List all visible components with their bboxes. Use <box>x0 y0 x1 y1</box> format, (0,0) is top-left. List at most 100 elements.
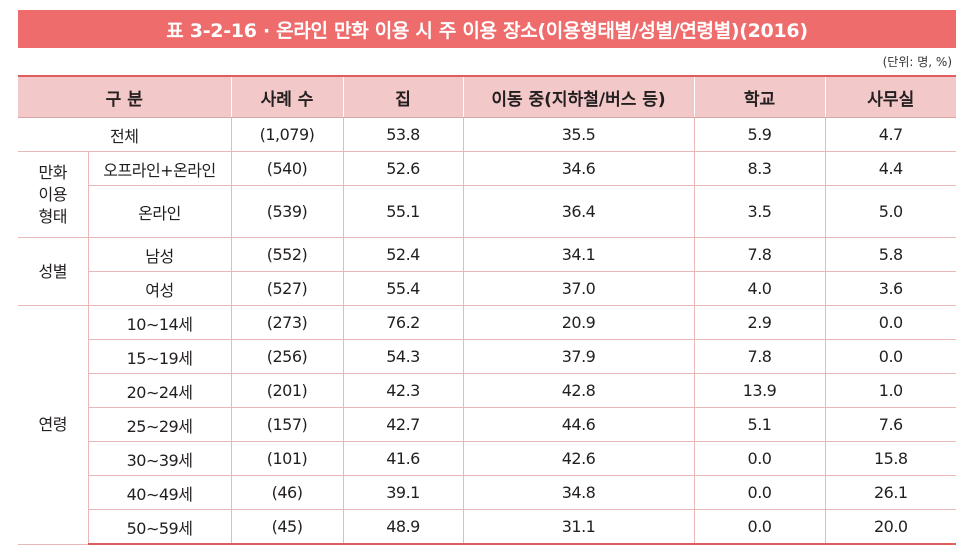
cell-home: 48.9 <box>342 509 464 545</box>
header-office: 사무실 <box>824 75 957 118</box>
cell-cases: (552) <box>230 237 344 272</box>
cell-school: 0.0 <box>693 441 826 476</box>
table-row: 15∼19세 (256) 54.3 37.9 7.8 0.0 <box>18 339 957 374</box>
group-label-type-line: 형태 <box>38 206 68 226</box>
cell-transit: 31.1 <box>462 509 695 545</box>
row-label: 온라인 <box>87 185 232 238</box>
cell-home: 52.6 <box>342 151 464 186</box>
cell-transit: 35.5 <box>462 117 695 152</box>
group-label-age: 연령 <box>18 305 88 545</box>
cell-cases: (539) <box>230 185 344 238</box>
row-label: 10∼14세 <box>87 305 232 340</box>
cell-transit: 42.6 <box>462 441 695 476</box>
cell-school: 0.0 <box>693 475 826 510</box>
cell-transit: 44.6 <box>462 407 695 442</box>
cell-school: 0.0 <box>693 509 826 545</box>
cell-transit: 42.8 <box>462 373 695 408</box>
row-label: 전체 <box>18 117 232 152</box>
row-label: 15∼19세 <box>87 339 232 374</box>
cell-office: 5.0 <box>824 185 957 238</box>
cell-cases: (273) <box>230 305 344 340</box>
cell-office: 15.8 <box>824 441 957 476</box>
table-title: 표 3-2-16 · 온라인 만화 이용 시 주 이용 장소(이용형태별/성별/… <box>18 10 956 48</box>
cell-school: 7.8 <box>693 339 826 374</box>
cell-school: 5.1 <box>693 407 826 442</box>
header-school: 학교 <box>693 75 826 118</box>
table-row: 온라인 (539) 55.1 36.4 3.5 5.0 <box>18 185 957 238</box>
cell-home: 42.3 <box>342 373 464 408</box>
cell-cases: (46) <box>230 475 344 510</box>
cell-office: 20.0 <box>824 509 957 545</box>
cell-school: 5.9 <box>693 117 826 152</box>
table-row: 연령 10∼14세 (273) 76.2 20.9 2.9 0.0 <box>18 305 957 545</box>
row-label: 25∼29세 <box>87 407 232 442</box>
cell-transit: 37.9 <box>462 339 695 374</box>
header-cases: 사례 수 <box>230 75 344 118</box>
row-label: 여성 <box>87 271 232 306</box>
table-row: 30∼39세 (101) 41.6 42.6 0.0 15.8 <box>18 441 957 476</box>
header-transit: 이동 중(지하철/버스 등) <box>462 75 695 118</box>
cell-office: 4.7 <box>824 117 957 152</box>
cell-cases: (1,079) <box>230 117 344 152</box>
cell-home: 39.1 <box>342 475 464 510</box>
cell-office: 1.0 <box>824 373 957 408</box>
row-label: 20∼24세 <box>87 373 232 408</box>
header-home: 집 <box>342 75 464 118</box>
cell-cases: (540) <box>230 151 344 186</box>
unit-note: (단위: 명, %) <box>882 55 952 69</box>
cell-transit: 34.6 <box>462 151 695 186</box>
usage-location-table: 구 분 사례 수 집 이동 중(지하철/버스 등) 학교 사무실 전체 (1,0… <box>18 75 957 545</box>
cell-home: 41.6 <box>342 441 464 476</box>
cell-home: 42.7 <box>342 407 464 442</box>
cell-transit: 36.4 <box>462 185 695 238</box>
cell-cases: (201) <box>230 373 344 408</box>
row-label: 남성 <box>87 237 232 272</box>
cell-office: 4.4 <box>824 151 957 186</box>
table-row: 40∼49세 (46) 39.1 34.8 0.0 26.1 <box>18 475 957 510</box>
cell-school: 7.8 <box>693 237 826 272</box>
cell-cases: (157) <box>230 407 344 442</box>
cell-office: 7.6 <box>824 407 957 442</box>
row-label: 오프라인+온라인 <box>87 151 232 186</box>
row-label: 30∼39세 <box>87 441 232 476</box>
cell-home: 52.4 <box>342 237 464 272</box>
table-row: 25∼29세 (157) 42.7 44.6 5.1 7.6 <box>18 407 957 442</box>
cell-transit: 34.1 <box>462 237 695 272</box>
group-label-gender: 성별 <box>18 237 88 306</box>
cell-cases: (45) <box>230 509 344 545</box>
table-row: 성별 남성 (552) 52.4 34.1 7.8 5.8 <box>18 237 957 306</box>
cell-cases: (101) <box>230 441 344 476</box>
cell-home: 53.8 <box>342 117 464 152</box>
cell-school: 8.3 <box>693 151 826 186</box>
row-label: 40∼49세 <box>87 475 232 510</box>
cell-school: 3.5 <box>693 185 826 238</box>
cell-office: 0.0 <box>824 305 957 340</box>
group-label-type: 만화 이용 형태 <box>18 151 88 238</box>
row-label: 50∼59세 <box>87 509 232 545</box>
cell-cases: (527) <box>230 271 344 306</box>
cell-office: 26.1 <box>824 475 957 510</box>
table-row: 여성 (527) 55.4 37.0 4.0 3.6 <box>18 271 957 306</box>
cell-transit: 20.9 <box>462 305 695 340</box>
cell-home: 76.2 <box>342 305 464 340</box>
cell-transit: 37.0 <box>462 271 695 306</box>
header-category: 구 분 <box>18 75 232 118</box>
cell-office: 5.8 <box>824 237 957 272</box>
cell-office: 3.6 <box>824 271 957 306</box>
cell-home: 55.4 <box>342 271 464 306</box>
cell-office: 0.0 <box>824 339 957 374</box>
cell-home: 54.3 <box>342 339 464 374</box>
cell-transit: 34.8 <box>462 475 695 510</box>
header-row: 구 분 사례 수 집 이동 중(지하철/버스 등) 학교 사무실 <box>18 75 957 118</box>
table-row: 전체 (1,079) 53.8 35.5 5.9 4.7 <box>18 117 957 152</box>
cell-home: 55.1 <box>342 185 464 238</box>
cell-school: 4.0 <box>693 271 826 306</box>
cell-cases: (256) <box>230 339 344 374</box>
cell-school: 2.9 <box>693 305 826 340</box>
group-label-type-line: 만화 <box>38 162 68 182</box>
table-row: 50∼59세 (45) 48.9 31.1 0.0 20.0 <box>18 509 957 545</box>
table-row: 20∼24세 (201) 42.3 42.8 13.9 1.0 <box>18 373 957 408</box>
table-row: 만화 이용 형태 오프라인+온라인 (540) 52.6 34.6 8.3 4.… <box>18 151 957 238</box>
group-label-type-line: 이용 <box>38 184 68 204</box>
cell-school: 13.9 <box>693 373 826 408</box>
